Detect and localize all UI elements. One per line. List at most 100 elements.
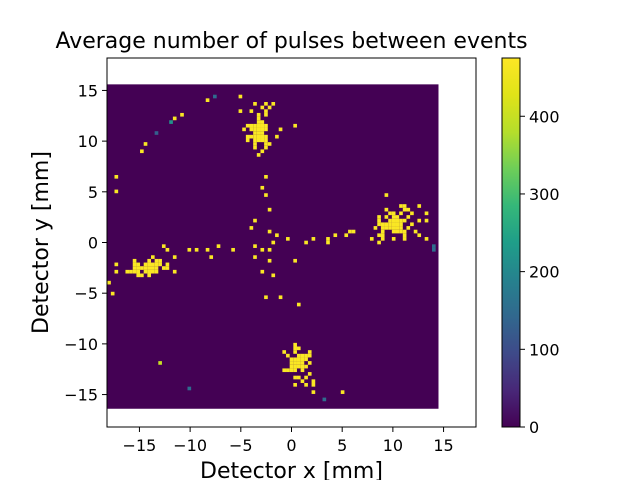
heatmap-cell: [129, 269, 133, 274]
heatmap-cell: [296, 361, 301, 365]
heatmap-cell: [391, 218, 396, 223]
heatmap-cell: [264, 123, 268, 128]
heatmap-cell: [278, 295, 283, 300]
heatmap-cell: [391, 211, 396, 216]
heatmap-cell: [143, 269, 148, 274]
heatmap-cell: [424, 211, 429, 216]
heatmap-cell: [256, 116, 261, 121]
heatmap-cell: [271, 273, 276, 278]
heatmap-cell: [260, 127, 265, 132]
heatmap-cell: [205, 98, 210, 102]
heatmap-cell: [402, 233, 407, 238]
heatmap-cell: [384, 222, 389, 227]
heatmap-cell: [147, 262, 151, 267]
y-tick-label: −5: [74, 284, 98, 303]
heatmap-cell: [304, 240, 308, 245]
heatmap-cell: [260, 131, 265, 135]
heatmap-cell: [296, 364, 301, 369]
y-tick-label: 0: [88, 234, 98, 253]
heatmap-cell: [136, 273, 141, 278]
heatmap-cell: [256, 131, 261, 135]
heatmap-cell: [132, 258, 137, 263]
heatmap-cell: [304, 375, 308, 380]
colorbar-tick-label: 100: [529, 340, 560, 359]
heatmap-cell: [300, 368, 305, 373]
heatmap-cell: [307, 353, 312, 358]
heatmap-cell: [264, 138, 268, 143]
heatmap-cell: [402, 207, 407, 212]
heatmap-cell: [260, 269, 265, 274]
heatmap-cell: [136, 262, 141, 267]
heatmap-cell: [384, 193, 389, 197]
heatmap-cell: [260, 134, 265, 139]
plot-area: [107, 84, 439, 409]
heatmap-cell: [264, 112, 268, 117]
heatmap-cell: [300, 364, 305, 369]
heatmap-cell: [395, 215, 400, 219]
heatmap-cell: [271, 240, 276, 245]
heatmap-cell: [395, 222, 400, 227]
heatmap-cell: [391, 222, 396, 227]
y-tick-label: 15: [78, 81, 98, 100]
heatmap-cell: [147, 273, 151, 278]
heatmap-cell: [253, 244, 257, 248]
heatmap-cell: [253, 134, 257, 139]
heatmap-cell: [172, 116, 177, 121]
heatmap-cell: [187, 386, 192, 391]
y-tick-label: −15: [64, 386, 98, 405]
heatmap-cell: [256, 134, 261, 139]
heatmap-cell: [136, 266, 141, 270]
heatmap-cell: [140, 266, 144, 270]
heatmap-cell: [143, 266, 148, 270]
heatmap-cell: [300, 379, 305, 383]
heatmap-cell: [432, 244, 436, 248]
heatmap-cell: [351, 229, 356, 234]
heatmap-cell: [293, 342, 297, 347]
heatmap-cell: [311, 237, 316, 241]
heatmap-cell: [395, 229, 400, 234]
heatmap-cell: [410, 211, 414, 216]
heatmap-cell: [326, 240, 330, 245]
heatmap-cell: [377, 218, 381, 223]
heatmap-cell: [151, 269, 155, 274]
heatmap-cell: [399, 226, 403, 230]
heatmap-cell: [432, 247, 436, 252]
heatmap-cell: [161, 266, 166, 270]
colorbar-gradient: [501, 57, 521, 428]
heatmap-cell: [286, 237, 290, 241]
heatmap-cell: [158, 361, 162, 365]
heatmap-cell: [304, 357, 308, 362]
heatmap-cell: [165, 266, 170, 270]
heatmap-cell: [264, 145, 268, 150]
heatmap-cell: [172, 255, 177, 259]
heatmap-cell: [391, 229, 396, 234]
heatmap-cell: [249, 109, 254, 113]
heatmap-cell: [114, 269, 119, 274]
heatmap-cell: [256, 153, 261, 157]
heatmap-cell: [402, 204, 407, 208]
heatmap-cell: [417, 233, 422, 238]
heatmap-cell: [264, 193, 268, 197]
heatmap-cell: [260, 138, 265, 143]
heatmap-cell: [384, 207, 389, 212]
heatmap-cell: [187, 247, 192, 252]
heatmap-cell: [417, 218, 422, 223]
heatmap-cell: [267, 105, 272, 110]
heatmap-cell: [289, 361, 294, 365]
heatmap-cell: [413, 229, 418, 234]
heatmap-cell: [402, 218, 407, 223]
heatmap-cell: [293, 350, 297, 354]
heatmap-cell: [373, 226, 378, 230]
heatmap-cell: [260, 149, 265, 154]
heatmap-cell: [245, 134, 250, 139]
heatmap-cell: [286, 368, 290, 373]
x-tick-label: −10: [173, 436, 207, 455]
heatmap-cell: [304, 383, 308, 387]
x-tick-label: 5: [337, 436, 347, 455]
heatmap-cell: [348, 229, 352, 234]
heatmap-cell: [136, 269, 141, 274]
heatmap-cell: [307, 361, 312, 365]
heatmap-cell: [304, 364, 308, 369]
heatmap-cell: [264, 174, 268, 179]
heatmap-cell: [172, 269, 177, 274]
